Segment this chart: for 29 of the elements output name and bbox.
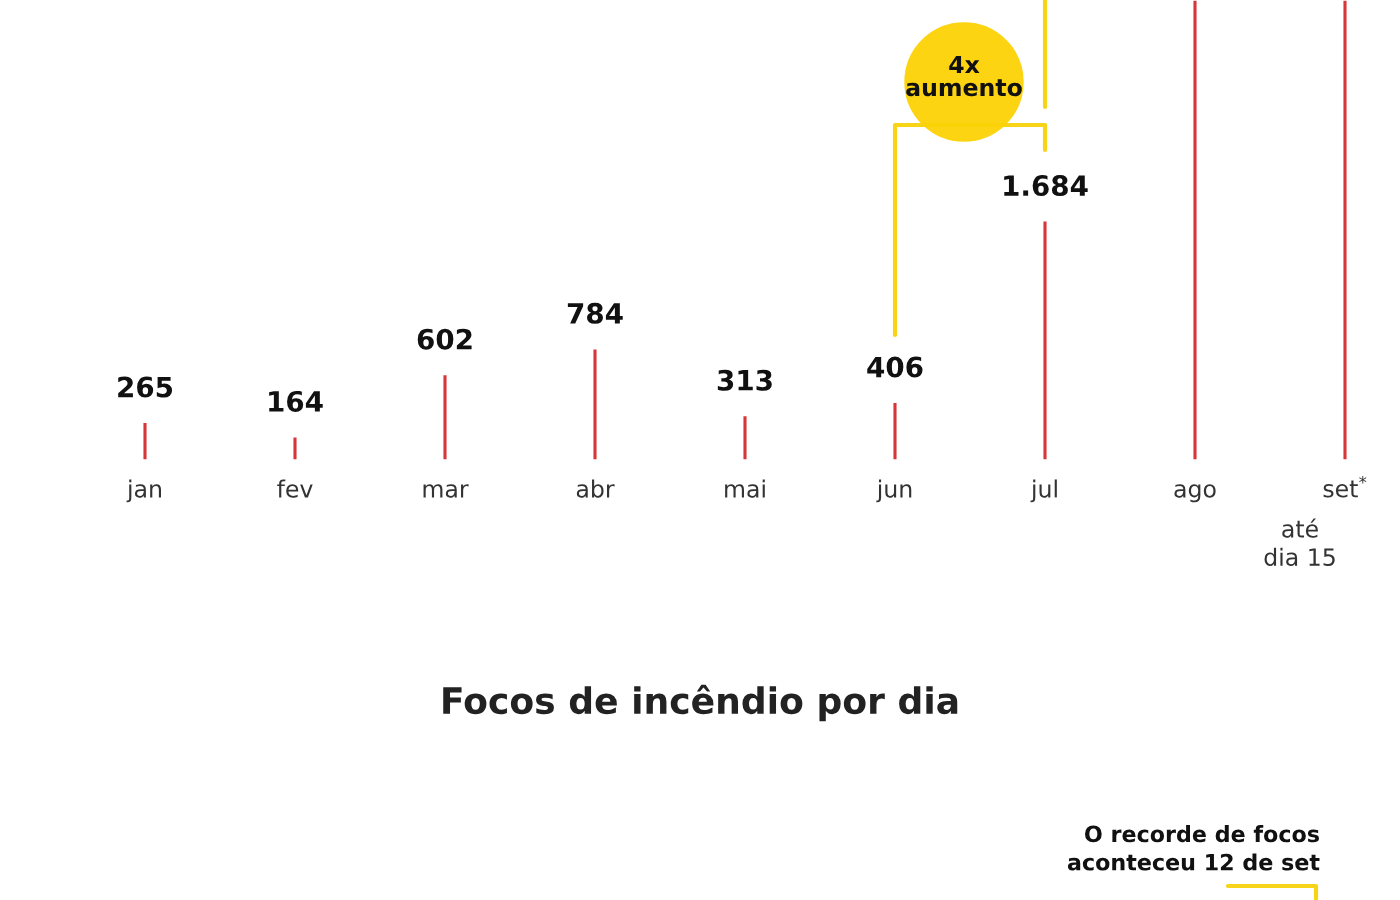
bar	[892, 401, 898, 460]
x-tick-label: mai	[725, 479, 765, 498]
data-label: 602	[417, 328, 472, 350]
bar	[442, 373, 448, 460]
x-tick-label: jul	[1030, 479, 1057, 503]
x-tick-label: set$^{*}$	[1323, 475, 1367, 498]
bar	[1192, 0, 1198, 460]
bar	[292, 436, 298, 460]
bar	[142, 421, 148, 460]
text: O recorde de focos aconteceu 12 de set	[1067, 825, 1320, 871]
data-label: 313	[717, 369, 772, 391]
data-label: 164	[269, 390, 323, 412]
data-label: 1.684	[1004, 175, 1088, 197]
data-label: 784	[567, 302, 623, 324]
x-tick-label: ago	[1174, 484, 1216, 503]
text: Focos de incêndio por dia	[443, 684, 958, 722]
data-label: 265	[118, 376, 173, 398]
x-tick-label: jun	[876, 479, 912, 503]
x-tick-label: jan	[126, 479, 161, 503]
bar	[1342, 0, 1348, 460]
bar	[742, 414, 748, 460]
x-tick-label: mar	[423, 484, 469, 498]
x-tick-label: abr	[576, 479, 615, 498]
x-tick-label: fev	[277, 479, 313, 498]
text: até dia 15	[1264, 518, 1335, 566]
bar	[1042, 220, 1048, 460]
annotation: 4x aumento	[906, 55, 1022, 97]
data-label: 406	[867, 356, 923, 378]
bar	[592, 347, 598, 460]
